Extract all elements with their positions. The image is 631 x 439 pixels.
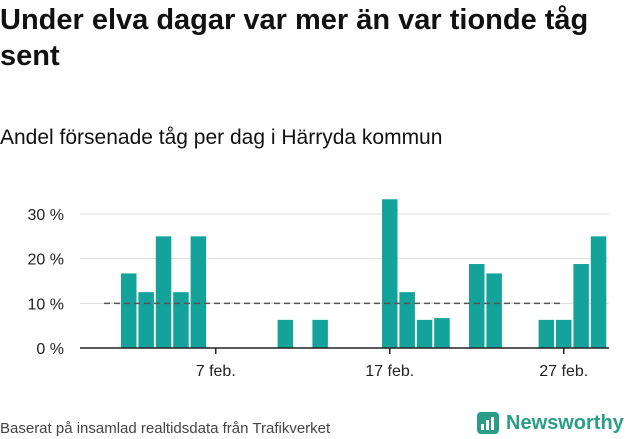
bar: [173, 292, 189, 348]
bar: [155, 236, 172, 348]
bar: [556, 319, 572, 348]
bar: [121, 273, 137, 348]
bar: [469, 264, 485, 348]
bars: [121, 199, 607, 348]
bar: [138, 292, 154, 348]
bar-chart: 0 % 10 % 20 % 30 % 7 feb. 17 feb. 27 feb.: [28, 199, 609, 380]
bar: [190, 236, 207, 348]
y-tick-label: 30 %: [28, 207, 64, 224]
x-tick-labels: 7 feb. 17 feb. 27 feb.: [196, 363, 588, 380]
bar: [312, 319, 328, 348]
bar: [486, 273, 502, 348]
brand-logo[interactable]: Newsworthy: [476, 409, 624, 437]
bar: [416, 319, 433, 348]
bar: [434, 318, 450, 348]
source-note: Baserat på insamlad realtidsdata från Tr…: [0, 420, 331, 437]
y-tick-label: 20 %: [28, 252, 64, 269]
bar: [382, 199, 398, 348]
bar: [573, 264, 589, 348]
bar: [538, 319, 555, 348]
x-tick-label: 7 feb.: [196, 363, 236, 380]
y-tick-label: 0 %: [36, 341, 64, 358]
bar: [399, 292, 415, 348]
x-axis: [80, 347, 609, 354]
bar: [277, 319, 294, 348]
chart-title: Under elva dagar var mer än var tionde t…: [0, 4, 589, 72]
chart-subtitle: Andel försenade tåg per dag i Härryda ko…: [0, 126, 443, 149]
bar: [590, 236, 607, 348]
x-tick-label: 27 feb.: [539, 363, 588, 380]
y-tick-labels: 0 % 10 % 20 % 30 %: [28, 207, 64, 358]
newsworthy-logo-icon: [477, 412, 499, 434]
brand-name: Newsworthy: [506, 411, 624, 434]
x-tick-label: 17 feb.: [365, 363, 414, 380]
y-tick-label: 10 %: [28, 296, 64, 313]
